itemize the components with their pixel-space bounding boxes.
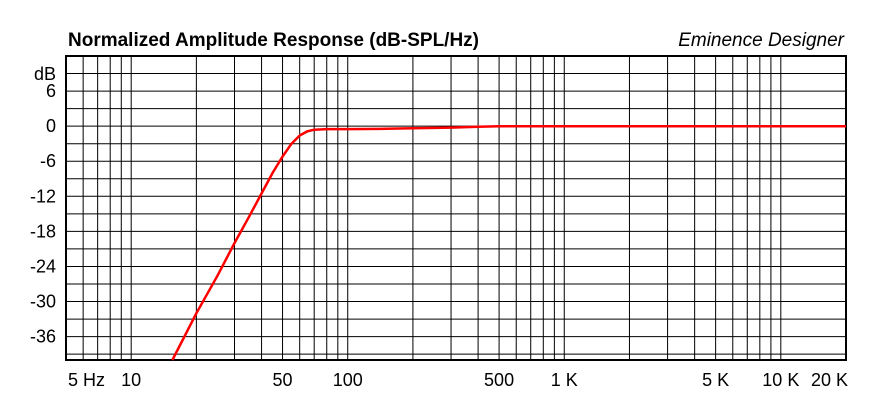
x-tick-label: 100	[333, 370, 363, 390]
y-tick-label: -24	[30, 256, 56, 276]
x-tick-label: 500	[484, 370, 514, 390]
y-tick-label: -6	[40, 151, 56, 171]
chart-title: Normalized Amplitude Response (dB-SPL/Hz…	[68, 30, 479, 51]
y-tick-label: -12	[30, 186, 56, 206]
brand-label: Eminence Designer	[678, 30, 844, 51]
x-axis-ticks: 5 Hz 10 50 100 500 1 K 5 K 10 K 20 K	[68, 370, 848, 390]
y-tick-label: 6	[46, 81, 56, 101]
x-tick-label: 10	[121, 370, 141, 390]
y-tick-label: -36	[30, 327, 56, 347]
y-tick-label: -18	[30, 221, 56, 241]
x-tick-label: 1 K	[551, 370, 578, 390]
x-tick-label: 20 K	[811, 370, 848, 390]
plot-border	[65, 55, 847, 361]
y-tick-label: -30	[30, 292, 56, 312]
y-axis-label: dB	[34, 64, 56, 84]
y-tick-label: 0	[46, 116, 56, 136]
response-curve	[171, 124, 846, 361]
plot-frame	[65, 55, 847, 361]
x-tick-label: 10 K	[762, 370, 799, 390]
x-tick-label: 5 Hz	[68, 370, 105, 390]
grid	[65, 55, 847, 360]
y-axis-ticks: dB6 0 -6 -12 -18 -24 -30 -36	[30, 64, 56, 347]
x-tick-label: 50	[273, 370, 293, 390]
series-group	[171, 124, 846, 361]
x-tick-label: 5 K	[702, 370, 729, 390]
